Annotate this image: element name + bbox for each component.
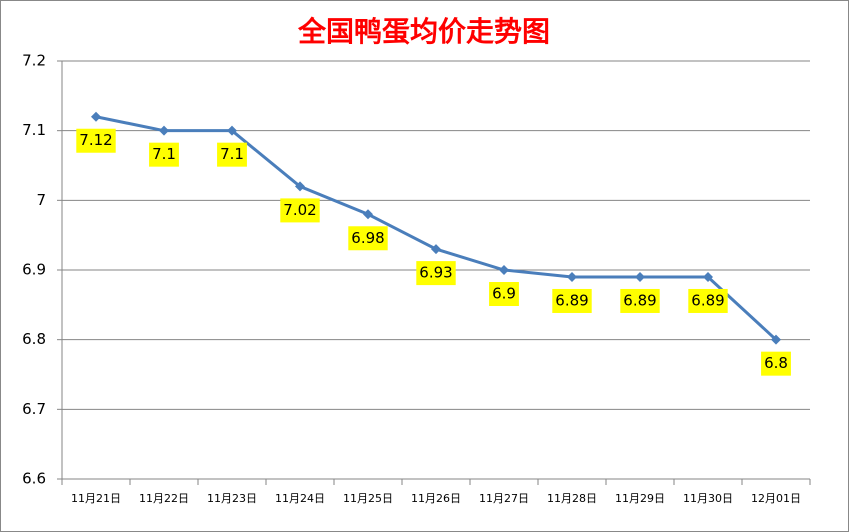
data-label-bg <box>76 128 116 153</box>
data-label-bg <box>761 351 791 376</box>
y-tick-label: 6.6 <box>22 470 46 488</box>
x-tick-label: 11月25日 <box>343 492 393 505</box>
data-label: 6.93 <box>416 261 456 286</box>
data-label: 6.89 <box>688 288 728 313</box>
data-label-text: 6.8 <box>764 354 788 372</box>
data-label: 7.1 <box>149 142 179 167</box>
x-tick-label: 11月28日 <box>547 492 597 505</box>
x-tick-label: 11月22日 <box>139 492 189 505</box>
data-label-text: 6.89 <box>623 291 656 309</box>
x-tick-label: 11月24日 <box>275 492 325 505</box>
data-label: 6.98 <box>348 226 388 251</box>
x-tick-label: 11月26日 <box>411 492 461 505</box>
chart-title: 全国鸭蛋均价走势图 <box>297 15 550 48</box>
marker <box>159 125 169 136</box>
marker <box>703 271 713 282</box>
data-label-text: 6.98 <box>351 229 384 247</box>
marker <box>771 334 781 345</box>
data-label-bg <box>688 288 728 313</box>
data-label-text: 7.02 <box>283 201 316 219</box>
data-label: 7.1 <box>217 142 247 167</box>
data-label-bg <box>217 142 247 167</box>
y-tick-label: 6.9 <box>22 261 46 279</box>
data-label-text: 7.12 <box>79 131 112 149</box>
data-label-bg <box>149 142 179 167</box>
x-tick-label: 11月29日 <box>615 492 665 505</box>
marker <box>227 125 237 136</box>
y-tick-label: 7.1 <box>22 121 46 139</box>
y-tick-label: 6.8 <box>22 330 46 348</box>
marker <box>363 209 373 220</box>
marker <box>499 265 509 275</box>
marker <box>431 244 441 255</box>
data-label: 6.89 <box>552 288 592 313</box>
x-tick-label: 11月30日 <box>683 492 733 505</box>
data-label-bg <box>489 282 519 306</box>
data-label-bg <box>280 198 320 223</box>
data-label: 6.8 <box>761 351 791 376</box>
x-tick-label: 11月21日 <box>71 492 121 505</box>
data-label: 6.9 <box>489 282 519 306</box>
marker <box>91 111 101 122</box>
y-tick-label: 7.2 <box>22 52 46 70</box>
data-label-text: 6.89 <box>691 291 724 309</box>
x-tick-label: 12月01日 <box>751 492 801 505</box>
data-label: 7.02 <box>280 198 320 223</box>
data-label-text: 6.93 <box>419 264 452 282</box>
data-label-bg <box>416 261 456 286</box>
data-label-text: 7.1 <box>152 145 176 163</box>
data-label-text: 7.1 <box>220 145 244 163</box>
x-tick-label: 11月27日 <box>479 492 529 505</box>
data-label: 6.89 <box>620 288 660 313</box>
data-label-text: 6.9 <box>492 285 516 303</box>
marker <box>567 271 577 282</box>
y-tick-label: 6.7 <box>22 400 46 418</box>
data-label-bg <box>552 288 592 313</box>
y-tick-label: 7 <box>36 191 46 209</box>
marker <box>295 181 305 192</box>
data-label-bg <box>620 288 660 313</box>
x-tick-label: 11月23日 <box>207 492 257 505</box>
data-label: 7.12 <box>76 128 116 153</box>
data-label-text: 6.89 <box>555 291 588 309</box>
marker <box>635 271 645 282</box>
data-label-bg <box>348 226 388 251</box>
